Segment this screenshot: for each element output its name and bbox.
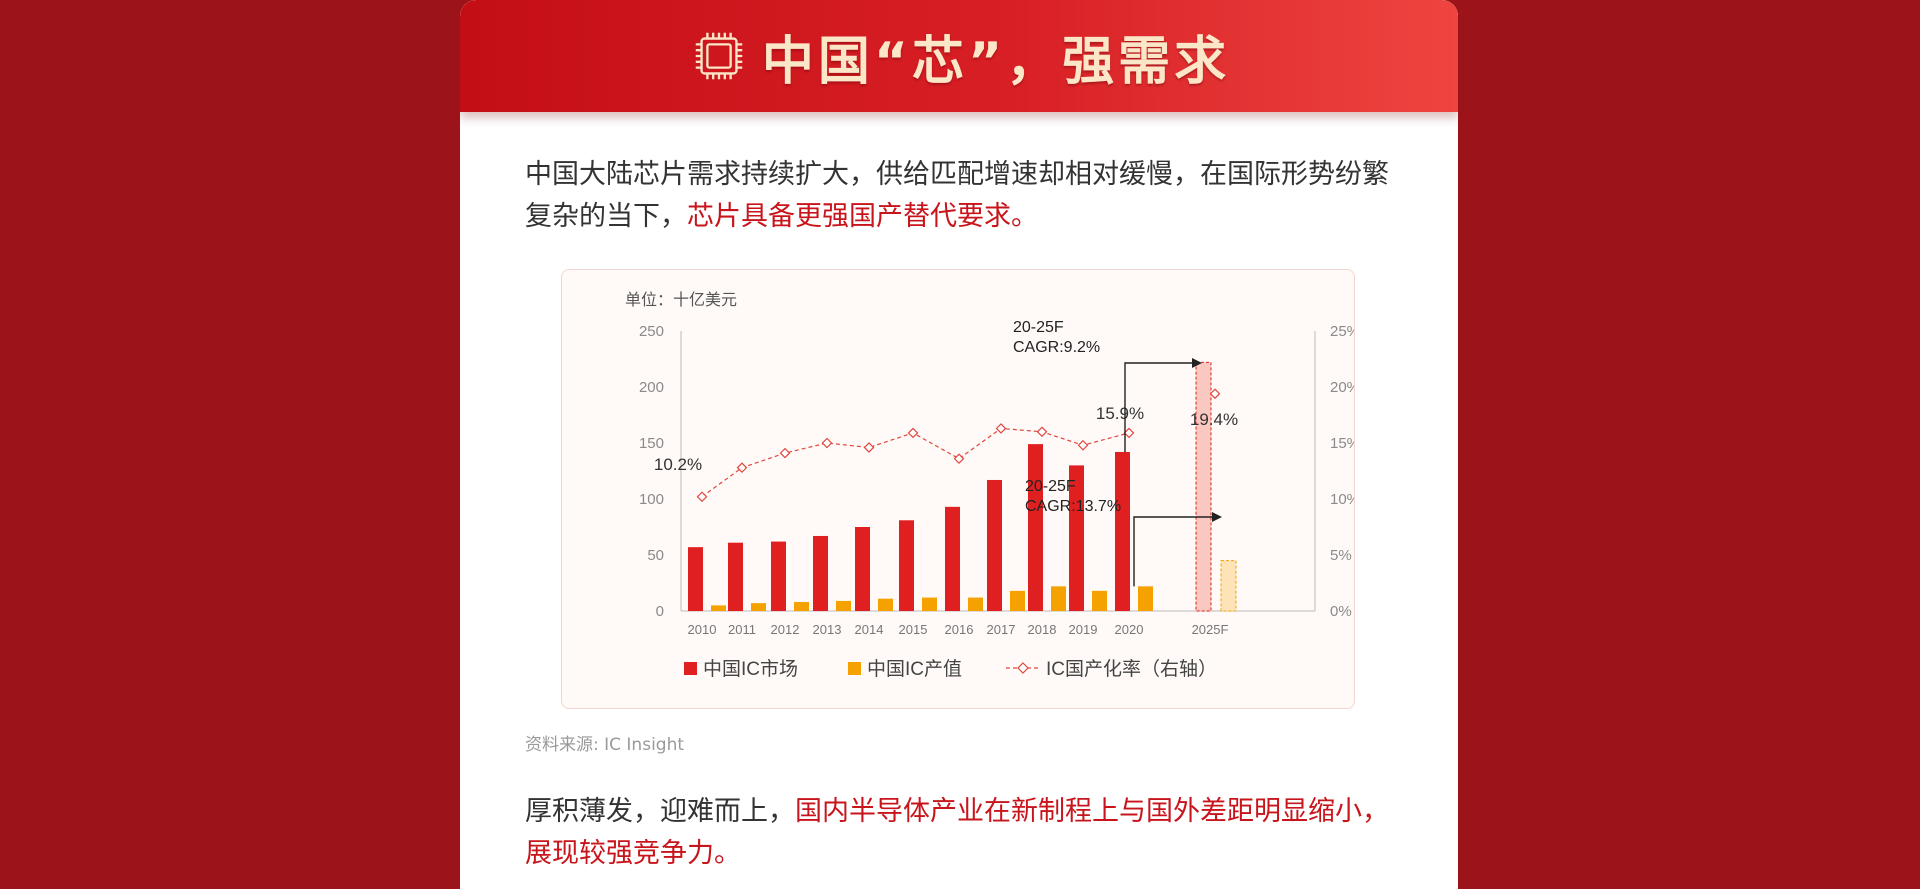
rate-label-2010: 10.2% xyxy=(654,455,702,474)
y-tick-label: 50 xyxy=(647,547,664,564)
rate-marker xyxy=(995,423,1007,434)
bar-production xyxy=(1010,590,1025,611)
bar-market xyxy=(987,479,1002,611)
x-tick-label: 2020 xyxy=(1115,622,1144,637)
bar-market xyxy=(855,527,870,611)
cagr-production-line1: 20-25F xyxy=(1025,478,1076,495)
rate-marker xyxy=(953,453,965,465)
content-card: 中国“芯”，强需求 中国大陆芯片需求持续扩大，供给匹配增速却相对缓慢，在国际形势… xyxy=(460,0,1458,889)
y-tick-label: 200 xyxy=(639,379,664,396)
y2-tick-label: 25% xyxy=(1330,323,1354,340)
bar-production xyxy=(794,602,809,611)
rate-marker xyxy=(907,427,919,439)
rate-marker xyxy=(1123,427,1135,439)
x-tick-label: 2010 xyxy=(688,622,717,637)
bar-market xyxy=(771,541,786,611)
rate-label-2020: 15.9% xyxy=(1096,404,1144,423)
y2-tick-label: 15% xyxy=(1330,435,1354,452)
cagr-market-arrow xyxy=(1124,362,1192,452)
legend-market-swatch xyxy=(684,662,697,675)
rate-marker xyxy=(1077,439,1089,451)
unit-label: 单位：十亿美元 xyxy=(625,291,737,309)
title-banner: 中国“芯”，强需求 xyxy=(460,0,1458,112)
legend-production-swatch xyxy=(848,662,861,675)
x-tick-label: 2013 xyxy=(813,622,842,637)
bar-market xyxy=(1028,444,1043,611)
bar-market xyxy=(899,520,914,611)
y2-tick-label: 10% xyxy=(1330,491,1354,508)
rate-label-2025: 19.4% xyxy=(1190,410,1238,429)
cagr-production-arrow xyxy=(1133,516,1212,587)
legend-rate-marker xyxy=(1017,662,1029,674)
rate-marker xyxy=(863,442,875,453)
ic-market-chart: 单位：十亿美元 0 50 100 150 200 250 0% 5% 10% 15% 20% 25% 20… xyxy=(625,291,1354,680)
legend-market-label: 中国IC市场 xyxy=(703,658,798,680)
bar-market xyxy=(1069,465,1084,611)
y-tick-label: 150 xyxy=(639,435,664,452)
cagr-market-arrowhead xyxy=(1192,358,1202,368)
bar-production xyxy=(1138,586,1153,611)
bar-market xyxy=(728,542,743,611)
y-tick-label: 250 xyxy=(639,323,664,340)
cagr-production-line2: CAGR:13.7% xyxy=(1025,498,1121,515)
rate-marker xyxy=(821,437,833,449)
bar-production xyxy=(751,603,766,611)
legend-production-label: 中国IC产值 xyxy=(867,658,962,680)
y2-tick-label: 5% xyxy=(1330,547,1352,564)
bar-market xyxy=(813,535,828,611)
x-tick-label: 2025F xyxy=(1192,622,1229,637)
rate-marker xyxy=(1036,426,1048,438)
bar-production xyxy=(1092,590,1107,611)
bar-production xyxy=(878,598,893,611)
cagr-production-arrowhead xyxy=(1212,512,1222,522)
y-tick-label: 100 xyxy=(639,491,664,508)
bar-production xyxy=(968,597,983,611)
bar-production xyxy=(922,597,937,611)
outro-highlight: 国内半导体产业在新制程上与国外差距明显缩小，展现较强竞争力。 xyxy=(525,796,1389,869)
rate-marker xyxy=(779,447,791,459)
intro-paragraph: 中国大陆芯片需求持续扩大，供给匹配增速却相对缓慢，在国际形势纷繁复杂的当下，芯片… xyxy=(525,154,1405,238)
legend-rate-label: IC国产化率（右轴） xyxy=(1046,658,1217,680)
y2-tick-label: 20% xyxy=(1330,379,1354,396)
x-tick-label: 2015 xyxy=(899,622,928,637)
cagr-market-line2: CAGR:9.2% xyxy=(1013,339,1100,356)
cagr-market-line1: 20-25F xyxy=(1013,319,1064,336)
rate-marker xyxy=(736,462,748,473)
chip-icon xyxy=(695,32,743,80)
page-title: 中国“芯”，强需求 xyxy=(761,31,1231,92)
y-tick-label: 0 xyxy=(656,603,664,620)
rate-marker xyxy=(696,491,708,503)
bar-production xyxy=(836,600,851,611)
x-tick-label: 2011 xyxy=(728,622,756,637)
source-note: 资料来源: IC Insight xyxy=(525,735,685,755)
chart-container: 单位：十亿美元 0 50 100 150 200 250 0% 5% 10% 15% 20% 25% 20… xyxy=(561,269,1355,709)
bar-production xyxy=(711,605,726,611)
bar-market xyxy=(688,547,703,611)
intro-highlight: 芯片具备更强国产替代要求。 xyxy=(687,201,1038,232)
bar-market xyxy=(1115,451,1130,611)
x-tick-label: 2017 xyxy=(987,622,1016,637)
x-tick-label: 2012 xyxy=(771,622,800,637)
x-tick-label: 2018 xyxy=(1028,622,1057,637)
bar-market xyxy=(945,506,960,611)
x-tick-label: 2016 xyxy=(945,622,974,637)
x-tick-label: 2014 xyxy=(855,622,884,637)
outro-paragraph: 厚积薄发，迎难而上，国内半导体产业在新制程上与国外差距明显缩小，展现较强竞争力。 xyxy=(525,791,1405,875)
rate-marker xyxy=(1209,388,1221,400)
y2-tick-label: 0% xyxy=(1330,603,1352,620)
outro-text: 厚积薄发，迎难而上， xyxy=(525,796,795,827)
bar-market-forecast xyxy=(1195,361,1212,612)
intro-text: 中国大陆芯片需求持续扩大，供给匹配增速却相对缓慢，在国际形势纷繁复杂的当下， xyxy=(525,159,1389,232)
bar-production-forecast xyxy=(1220,560,1237,612)
bar-production xyxy=(1051,586,1066,611)
x-tick-label: 2019 xyxy=(1069,622,1098,637)
